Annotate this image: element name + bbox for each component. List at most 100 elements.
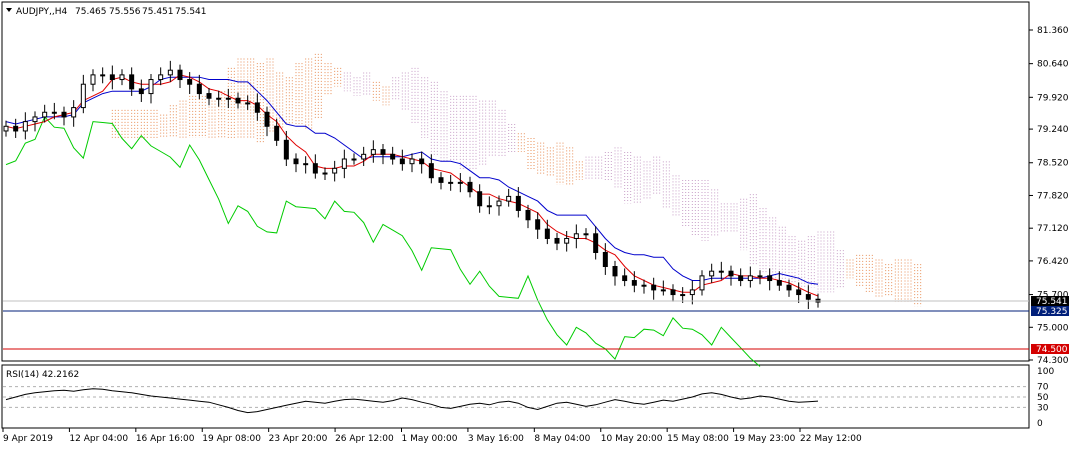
- price-tick-label: 78.520: [1037, 159, 1069, 169]
- candle-body: [303, 163, 309, 166]
- candle-body: [496, 200, 502, 207]
- rsi-tick-label: 70: [1037, 383, 1049, 393]
- blue-level-marker: [1031, 306, 1069, 316]
- candle-body: [293, 158, 299, 165]
- candle-body: [148, 79, 154, 95]
- candle-body: [622, 275, 628, 282]
- candle-body: [80, 83, 86, 109]
- candle-body: [738, 275, 744, 282]
- price-tick-label: 77.120: [1037, 224, 1069, 234]
- candle-body: [419, 158, 425, 165]
- price-axis: 81.360 80.640 79.920 79.240 78.520 77.820 77.1…: [1029, 26, 1069, 366]
- candle-body: [477, 191, 483, 207]
- candle-body: [631, 280, 637, 286]
- candle-body: [399, 158, 405, 165]
- time-tick-label: 23 Apr 20:00: [269, 434, 328, 444]
- rsi-tick-label: 0: [1037, 419, 1043, 429]
- chikou-line: [5, 115, 761, 367]
- candle-body: [119, 74, 125, 81]
- candle-body: [138, 88, 144, 95]
- candle-body: [283, 139, 289, 160]
- price-tick-label: 80.640: [1037, 60, 1069, 70]
- candle-body: [13, 125, 19, 132]
- time-tick-label: 9 Apr 2019: [3, 434, 53, 444]
- header-open: 75.465: [75, 7, 107, 17]
- time-axis: 9 Apr 2019 12 Apr 04:00 16 Apr 16:00 19 Apr…: [2, 428, 862, 444]
- candle-body: [206, 93, 212, 99]
- candle-body: [776, 280, 782, 286]
- candle-body: [428, 163, 434, 179]
- candle-body: [71, 107, 77, 118]
- candle-body: [177, 69, 183, 81]
- candle-body: [796, 289, 802, 296]
- candle-body: [409, 158, 415, 165]
- candle-body: [448, 181, 454, 184]
- rsi-tick-label: 30: [1037, 403, 1049, 413]
- candle-body: [680, 294, 686, 297]
- candle-body: [332, 167, 338, 174]
- candle-body: [235, 97, 241, 104]
- candle-body: [22, 121, 28, 132]
- rsi-tick-label: 100: [1037, 367, 1054, 377]
- header-symbol: AUDJPY,,H4: [16, 7, 68, 17]
- candle-body: [254, 102, 260, 113]
- candle-body: [767, 275, 773, 282]
- time-tick-label: 19 May 23:00: [734, 434, 796, 444]
- candle-body: [370, 149, 376, 155]
- candle-body: [699, 275, 705, 291]
- candle-body: [660, 289, 666, 292]
- candle-body: [158, 74, 164, 81]
- collapse-arrow-icon[interactable]: [6, 8, 12, 12]
- price-tick-label: 76.420: [1037, 257, 1069, 267]
- header-close: 75.541: [175, 7, 207, 17]
- rsi-tick-label: 50: [1037, 393, 1049, 403]
- candle-body: [312, 163, 318, 174]
- candle-body: [718, 270, 724, 273]
- time-tick-label: 26 Apr 12:00: [335, 434, 394, 444]
- candle-body: [341, 158, 347, 169]
- price-tick-label: 81.360: [1037, 26, 1069, 36]
- candle-body: [390, 153, 396, 160]
- blue-level-text: 75.325: [1036, 307, 1068, 317]
- candle-body: [689, 289, 695, 296]
- candle-body: [709, 270, 715, 277]
- header-high: 75.556: [109, 7, 141, 17]
- candle-body: [467, 181, 473, 193]
- rsi-line: [5, 388, 819, 414]
- candle-body: [457, 181, 463, 184]
- candle-body: [506, 195, 512, 202]
- candle-body: [612, 266, 618, 277]
- candle-body: [602, 251, 608, 268]
- candle-body: [109, 74, 115, 81]
- rsi-label: RSI(14) 42.2162: [6, 370, 79, 380]
- candle-body: [747, 275, 753, 282]
- candle-body: [486, 205, 492, 208]
- candle-body: [515, 195, 521, 211]
- candle-body: [535, 219, 541, 230]
- time-tick-label: 15 May 08:00: [667, 434, 729, 444]
- candle-body: [573, 233, 579, 239]
- candle-body: [438, 177, 444, 183]
- candle-body: [61, 111, 67, 118]
- candle-body: [351, 158, 357, 161]
- candle-body: [216, 97, 222, 100]
- price-tick-label: 75.000: [1037, 323, 1069, 333]
- red-level-text: 74.500: [1036, 345, 1068, 355]
- candle-body: [525, 209, 531, 221]
- current-price-text: 75.541: [1036, 297, 1068, 307]
- candle-body: [786, 284, 792, 291]
- header-low: 75.451: [142, 7, 174, 17]
- price-tick-label: 75.700: [1037, 291, 1069, 301]
- red-level-marker: [1031, 344, 1069, 354]
- current-price-marker: [1031, 296, 1069, 306]
- candle-body: [90, 74, 96, 85]
- rsi-polyline: [5, 388, 819, 414]
- candle-body: [51, 111, 57, 114]
- candle-body: [805, 294, 811, 300]
- candle-body: [32, 116, 38, 123]
- price-tick-label: 79.240: [1037, 125, 1069, 135]
- time-tick-label: 8 May 04:00: [534, 434, 590, 444]
- rsi-grid: [3, 386, 1029, 408]
